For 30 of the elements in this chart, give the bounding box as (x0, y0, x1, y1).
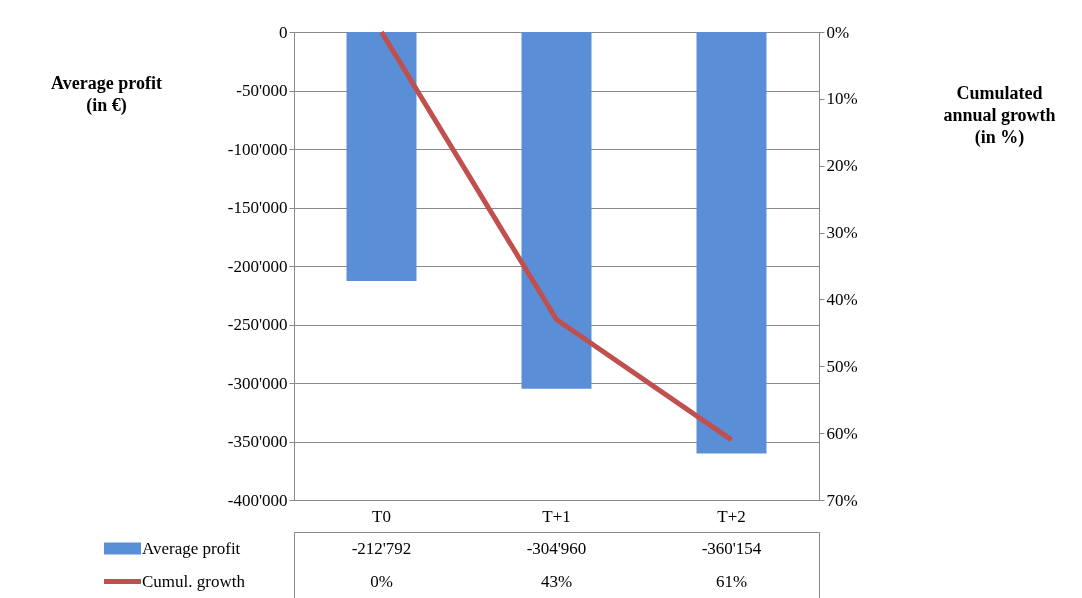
y2-axis-title: Cumulated annual growth (in %) (943, 82, 1056, 148)
data-label: -360'154 (701, 538, 762, 558)
x-tick-label: T+1 (542, 506, 571, 526)
y-tick-label: -50'000 (236, 81, 288, 100)
y-tick-label: 0 (279, 22, 288, 42)
y2-tick-label: 0% (826, 22, 850, 42)
y-tick-label: -400'000 (227, 490, 288, 510)
x-tick-label: T0 (372, 506, 391, 526)
y-tick-label: -100'000 (227, 139, 288, 159)
y2-tick-label: 30% (826, 223, 858, 243)
y-tick-label: -300'000 (227, 373, 288, 393)
legend-label: Cumul. growth (142, 571, 246, 591)
y-tick-label: -150'000 (227, 198, 288, 217)
x-tick-label: T+2 (717, 506, 746, 526)
y2-tick-label: 60% (826, 423, 858, 443)
y-tick-label: -250'000 (227, 315, 288, 334)
y2-tick-label: 10% (826, 89, 858, 109)
y2-tick-label: 70% (826, 490, 858, 510)
data-label: -304'960 (526, 538, 587, 558)
data-label: 43% (540, 571, 573, 591)
y2-tick-label: 50% (826, 356, 858, 376)
y-tick-label: -200'000 (227, 256, 288, 276)
data-label: -212'792 (351, 538, 412, 558)
data-label: 61% (715, 571, 748, 591)
y-axis-title: Average profit (in €) (51, 72, 162, 116)
data-label: 0% (370, 571, 393, 591)
y2-tick-label: 40% (826, 289, 858, 309)
y-tick-label: -350'000 (227, 432, 288, 451)
y2-tick-label: 20% (826, 156, 858, 176)
legend-label: Average profit (142, 538, 241, 558)
